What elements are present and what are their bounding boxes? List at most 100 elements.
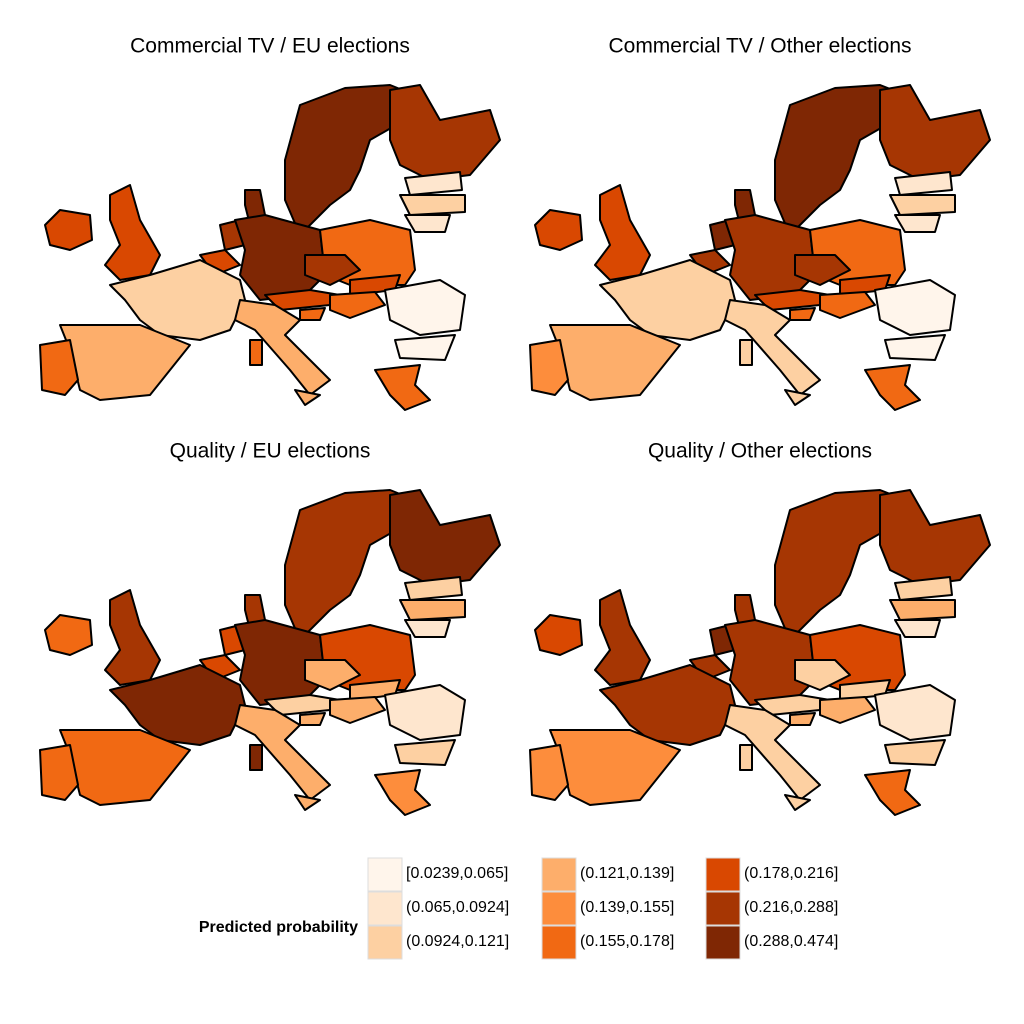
region xyxy=(874,279,956,336)
legend-label: (0.178,0.216] xyxy=(744,865,838,882)
region xyxy=(724,704,821,801)
legend-swatch xyxy=(541,857,577,892)
legend-label: (0.139,0.155] xyxy=(580,899,674,916)
region xyxy=(234,704,331,801)
region xyxy=(394,739,456,766)
region xyxy=(394,334,456,361)
region xyxy=(529,744,569,801)
region xyxy=(889,194,956,216)
region xyxy=(819,696,876,724)
region xyxy=(404,576,463,601)
region xyxy=(864,769,921,816)
legend-label: (0.216,0.288] xyxy=(744,899,838,916)
region xyxy=(599,259,736,341)
region xyxy=(389,489,501,586)
panel-title: Commercial TV / EU elections xyxy=(130,35,410,58)
region xyxy=(549,729,681,806)
region xyxy=(789,307,816,321)
region xyxy=(894,171,953,196)
region xyxy=(234,299,331,396)
region xyxy=(534,614,583,656)
region xyxy=(529,339,569,396)
region xyxy=(864,364,921,411)
region xyxy=(784,794,811,811)
region xyxy=(794,254,851,286)
region xyxy=(304,659,361,691)
region xyxy=(59,729,191,806)
legend-label: [0.0239,0.065] xyxy=(406,865,508,882)
region xyxy=(249,339,263,366)
map xyxy=(529,84,991,411)
legend-swatch xyxy=(367,925,403,960)
region xyxy=(44,209,93,251)
region xyxy=(889,599,956,621)
region xyxy=(534,209,583,251)
legend-swatch xyxy=(541,925,577,960)
region xyxy=(384,684,466,741)
region xyxy=(329,291,386,319)
region xyxy=(389,84,501,181)
region xyxy=(299,307,326,321)
panel-title: Quality / EU elections xyxy=(170,440,371,463)
legend-swatch xyxy=(541,891,577,926)
region xyxy=(879,489,991,586)
legend-swatch xyxy=(367,891,403,926)
map xyxy=(529,489,991,816)
region xyxy=(374,364,431,411)
region xyxy=(59,324,191,401)
region xyxy=(44,614,93,656)
panel-title: Commercial TV / Other elections xyxy=(608,35,911,58)
region xyxy=(879,84,991,181)
region xyxy=(399,599,466,621)
legend-label: (0.121,0.139] xyxy=(580,865,674,882)
region xyxy=(104,184,161,281)
region xyxy=(304,254,361,286)
region xyxy=(724,299,821,396)
region xyxy=(294,389,321,406)
region xyxy=(884,334,946,361)
region xyxy=(874,684,956,741)
region xyxy=(739,744,753,771)
region xyxy=(894,214,941,233)
region xyxy=(374,769,431,816)
region xyxy=(789,712,816,726)
region xyxy=(249,744,263,771)
legend-label: (0.155,0.178] xyxy=(580,933,674,950)
region xyxy=(109,664,246,746)
region xyxy=(299,712,326,726)
region xyxy=(404,171,463,196)
region xyxy=(599,664,736,746)
region xyxy=(399,194,466,216)
region xyxy=(819,291,876,319)
region xyxy=(739,339,753,366)
legend-swatch xyxy=(705,857,741,892)
region xyxy=(894,576,953,601)
region xyxy=(549,324,681,401)
legend-label: (0.065,0.0924] xyxy=(406,899,509,916)
legend-label: (0.0924,0.121] xyxy=(406,933,509,950)
region xyxy=(404,619,451,638)
legend-swatch xyxy=(705,925,741,960)
region xyxy=(404,214,451,233)
region xyxy=(39,339,79,396)
region xyxy=(104,589,161,686)
region xyxy=(109,259,246,341)
region xyxy=(794,659,851,691)
legend-swatch xyxy=(705,891,741,926)
region xyxy=(39,744,79,801)
map xyxy=(39,84,501,411)
region xyxy=(894,619,941,638)
region xyxy=(884,739,946,766)
region xyxy=(294,794,321,811)
legend-swatch xyxy=(367,857,403,892)
map xyxy=(39,489,501,816)
panel-title: Quality / Other elections xyxy=(648,440,872,463)
region xyxy=(594,589,651,686)
region xyxy=(784,389,811,406)
legend-label: (0.288,0.474] xyxy=(744,933,838,950)
region xyxy=(594,184,651,281)
region xyxy=(384,279,466,336)
legend-title: Predicted probability xyxy=(199,919,358,936)
region xyxy=(329,696,386,724)
